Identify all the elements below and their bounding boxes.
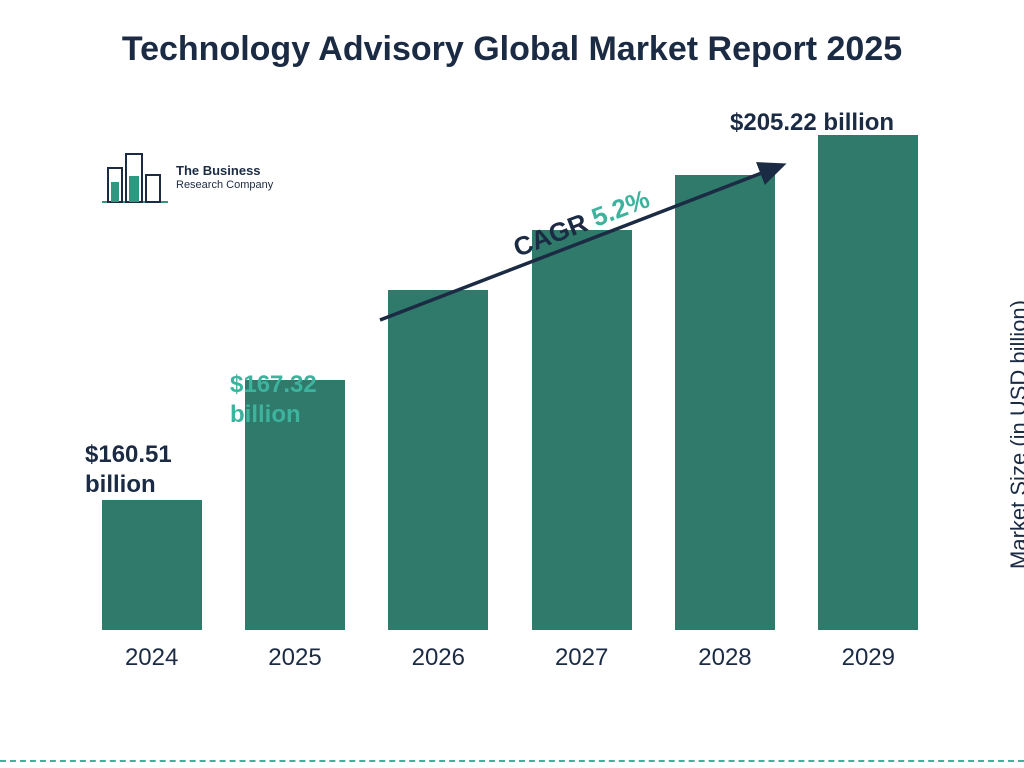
bar-wrap-2029: 2029 [808, 135, 928, 630]
x-label-2028: 2028 [665, 644, 785, 672]
value-callout-0: $160.51billion [85, 440, 172, 500]
chart-container: Technology Advisory Global Market Report… [0, 0, 1024, 768]
value-callout-5: $205.22 billion [730, 108, 894, 138]
bottom-dashed-line [0, 760, 1024, 762]
bar-wrap-2024: 2024 [92, 500, 212, 630]
bar-2028 [675, 175, 775, 630]
bar-2027 [532, 230, 632, 630]
bar-wrap-2027: 2027 [522, 230, 642, 630]
bar-wrap-2028: 2028 [665, 175, 785, 630]
y-axis-label: Market Size (in USD billion) [1006, 300, 1024, 569]
x-label-2027: 2027 [522, 644, 642, 672]
x-label-2026: 2026 [378, 644, 498, 672]
bar-2026 [388, 290, 488, 630]
x-label-2029: 2029 [808, 644, 928, 672]
chart-title: Technology Advisory Global Market Report… [0, 28, 1024, 71]
x-label-2024: 2024 [92, 644, 212, 672]
bar-2024 [102, 500, 202, 630]
bar-2029 [818, 135, 918, 630]
x-label-2025: 2025 [235, 644, 355, 672]
bars-group: 202420252026202720282029 [80, 130, 940, 630]
value-callout-1: $167.32billion [230, 370, 317, 430]
bar-wrap-2026: 2026 [378, 290, 498, 630]
chart-area: 202420252026202720282029 [80, 130, 940, 690]
